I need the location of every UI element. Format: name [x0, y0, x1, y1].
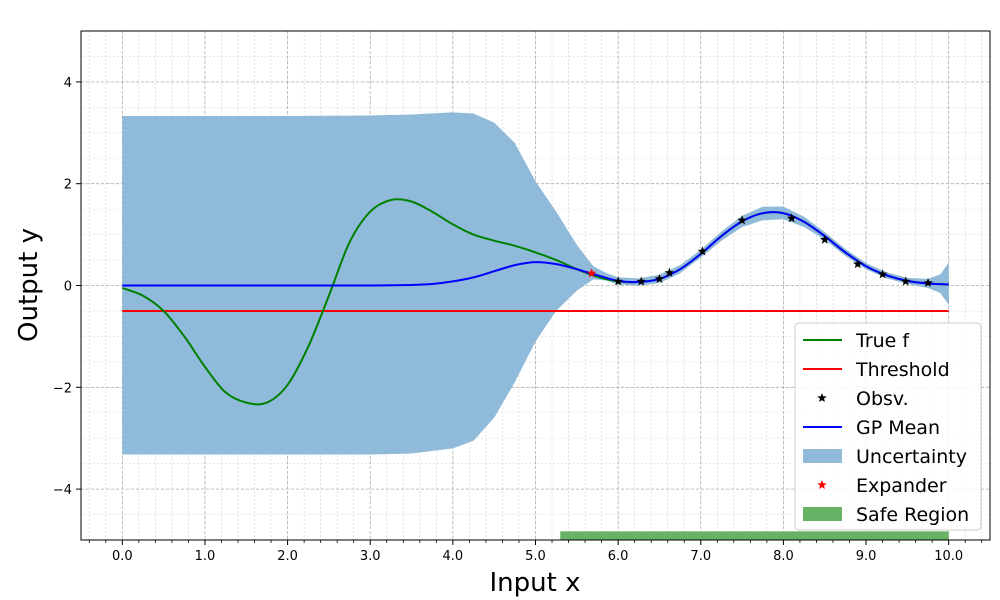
observation-point: [853, 259, 863, 269]
observation-point: [654, 273, 665, 283]
observation-point: [664, 267, 675, 277]
x-tick-label: 5.0: [525, 549, 546, 564]
y-tick-label: −4: [53, 483, 72, 498]
legend-label-gp-mean: GP Mean: [856, 417, 940, 439]
x-tick-label: 10.0: [934, 549, 963, 564]
y-tick-label: 2: [64, 178, 72, 193]
legend-swatch-safe-region: [803, 507, 842, 521]
x-tick-label: 9.0: [856, 549, 877, 564]
observation-point: [636, 276, 647, 286]
legend-label-uncertainty: Uncertainty: [856, 446, 967, 468]
uncertainty-band: [122, 112, 949, 455]
legend-swatch-expander: [817, 480, 827, 490]
observation-point: [923, 277, 933, 287]
legend-box: [794, 322, 982, 531]
legend-label-true-f: True f: [855, 330, 910, 352]
x-axis-label: Input x: [490, 568, 581, 598]
observation-point: [613, 276, 623, 286]
x-tick-label: 2.0: [277, 549, 298, 564]
safe-region-bar: [560, 531, 949, 540]
gp-mean-line: [122, 211, 949, 287]
y-axis-ticks: −4 −2 0 2 4: [53, 76, 81, 498]
observation-point: [786, 213, 797, 223]
legend: True f Threshold Obsv. GP Mean Uncertainty Ex…: [794, 322, 982, 531]
observation-point: [697, 246, 708, 256]
x-axis-ticks: 0.0 1.0 2.0 3.0 4.0 5.0 6.0 7.0 8.0 9.0 10.0: [88, 540, 983, 564]
x-tick-label: 3.0: [360, 549, 381, 564]
x-tick-label: 1.0: [195, 549, 216, 564]
plot-area: [121, 112, 949, 540]
x-tick-label: 4.0: [443, 549, 464, 564]
observation-point: [877, 269, 888, 279]
expander-point: [586, 268, 597, 278]
y-tick-label: −2: [53, 381, 72, 396]
y-axis-label: Output y: [14, 228, 44, 342]
observation-point: [737, 215, 747, 225]
observation-point: [900, 276, 911, 286]
legend-label-expander: Expander: [856, 475, 947, 497]
x-tick-label: 8.0: [773, 549, 794, 564]
legend-label-threshold: Threshold: [855, 359, 950, 381]
y-tick-label: 0: [64, 280, 72, 295]
observation-point: [819, 234, 830, 244]
legend-label-safe-region: Safe Region: [856, 504, 969, 526]
legend-swatch-uncertainty: [803, 449, 842, 463]
y-tick-label: 4: [64, 76, 72, 91]
x-tick-label: 6.0: [608, 549, 629, 564]
x-tick-label: 0.0: [112, 549, 133, 564]
legend-label-obsv: Obsv.: [856, 388, 909, 410]
legend-swatch-obsv: [817, 393, 827, 403]
x-tick-label: 7.0: [690, 549, 711, 564]
